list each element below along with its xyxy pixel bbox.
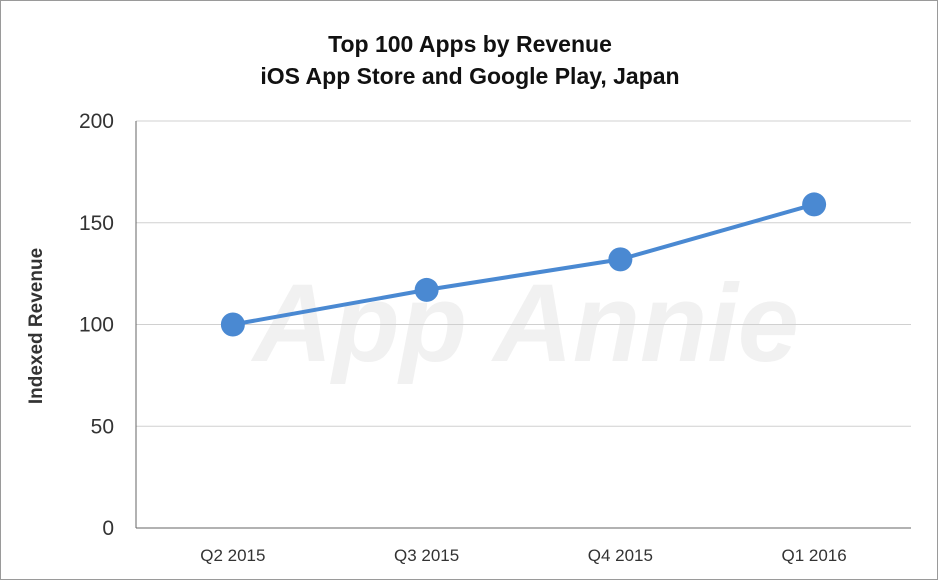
y-tick-150: 150 — [79, 212, 114, 235]
y-tick-0: 0 — [102, 517, 114, 540]
x-tick-labels: Q2 2015 Q3 2015 Q4 2015 Q1 2016 — [200, 546, 846, 565]
x-tick-4: Q1 2016 — [782, 546, 847, 565]
watermark: App Annie — [250, 262, 799, 385]
x-tick-2: Q3 2015 — [394, 546, 459, 565]
x-tick-1: Q2 2015 — [200, 546, 265, 565]
y-tick-100: 100 — [79, 314, 114, 337]
chart-title: Top 100 Apps by Revenue — [328, 31, 612, 57]
x-tick-3: Q4 2015 — [588, 546, 653, 565]
series-line — [220, 192, 827, 337]
data-point-1 — [220, 312, 245, 337]
chart-subtitle: iOS App Store and Google Play, Japan — [260, 63, 680, 89]
data-point-3 — [608, 247, 633, 272]
y-tick-50: 50 — [91, 415, 114, 438]
data-point-2 — [414, 277, 439, 302]
y-tick-200: 200 — [79, 110, 114, 133]
y-axis-label: Indexed Revenue — [26, 248, 47, 404]
series-line-path — [232, 202, 815, 327]
y-tick-labels: 0 50 100 150 200 — [79, 110, 114, 540]
gridlines — [135, 120, 911, 529]
data-point-4 — [802, 192, 827, 217]
